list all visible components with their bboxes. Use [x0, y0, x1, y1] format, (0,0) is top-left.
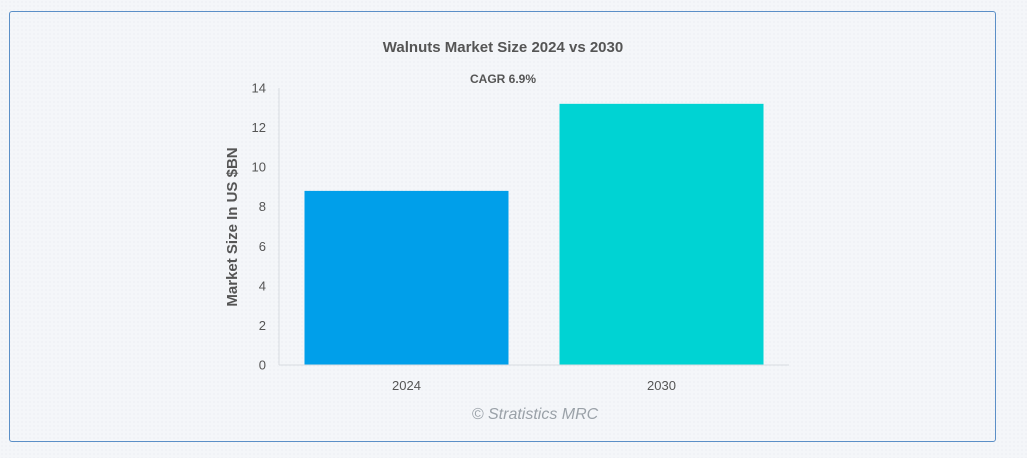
chart-title: Walnuts Market Size 2024 vs 2030: [383, 39, 623, 56]
x-tick-label: 2024: [392, 378, 421, 393]
bar-2030: [559, 103, 764, 365]
y-tick-label: 14: [252, 81, 266, 96]
y-axis-ticks: 0 2 4 6 8 10 12 14: [252, 81, 266, 373]
y-tick-label: 8: [259, 199, 266, 214]
y-tick-label: 12: [252, 120, 266, 135]
y-tick-label: 4: [259, 278, 266, 293]
watermark: © Stratistics MRC: [472, 406, 599, 423]
bar-2024: [304, 190, 509, 365]
y-tick-label: 10: [252, 160, 266, 175]
y-tick-label: 0: [259, 358, 266, 373]
chart-subtitle: CAGR 6.9%: [470, 72, 536, 86]
x-axis-ticks: 2024 2030: [392, 378, 676, 393]
y-tick-label: 6: [259, 239, 266, 254]
x-tick-label: 2030: [647, 378, 676, 393]
y-axis-label: Market Size In US $BN: [224, 147, 241, 306]
y-tick-label: 2: [259, 318, 266, 333]
bars: [304, 103, 764, 365]
chart-frame: [9, 11, 996, 442]
